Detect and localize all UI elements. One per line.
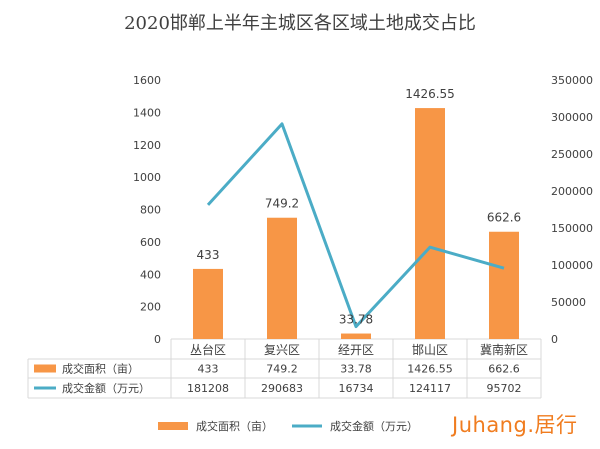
category-label: 丛台区	[190, 342, 226, 357]
area-bars	[193, 108, 519, 340]
left-tick-label: 400	[140, 268, 161, 281]
left-tick-label: 1400	[133, 106, 161, 119]
bar-value-label: 749.2	[265, 197, 299, 211]
bar-value-label: 662.6	[487, 211, 521, 225]
bar-data-labels: 433 749.2 33.78 1426.55 662.6	[197, 87, 522, 326]
table-cell: 124117	[409, 382, 451, 395]
area-bar	[193, 268, 223, 339]
right-tick-label: 300000	[551, 111, 593, 124]
legend: 成交面积（亩） 成交金额（万元）	[158, 419, 418, 433]
area-bar	[267, 217, 297, 339]
left-axis: 0 200 400 600 800 1000 1200 1400 1600	[133, 74, 161, 346]
category-label: 经开区	[338, 343, 374, 357]
table-series-name: 成交金额（万元）	[62, 381, 150, 395]
area-bar	[415, 108, 445, 340]
bar-value-label: 1426.55	[405, 87, 455, 101]
left-tick-label: 0	[154, 333, 161, 346]
table-cell: 662.6	[488, 363, 520, 376]
category-label: 邯山区	[412, 342, 448, 357]
watermark-text: Juhang.居行	[450, 413, 578, 437]
table-cell: 290683	[261, 382, 303, 395]
area-bar	[489, 231, 519, 339]
category-label: 冀南新区	[480, 342, 528, 357]
watermark: Juhang.居行	[450, 413, 578, 437]
left-tick-label: 1200	[133, 139, 161, 152]
legend-key-area	[158, 422, 188, 430]
table-cell: 33.78	[340, 363, 372, 376]
table-cell: 749.2	[266, 363, 298, 376]
table-cell: 16734	[339, 382, 374, 395]
category-label: 复兴区	[264, 343, 300, 357]
right-tick-label: 150000	[551, 222, 593, 235]
legend-label-area: 成交面积（亩）	[196, 419, 273, 433]
right-tick-label: 200000	[551, 185, 593, 198]
chart-title: 2020邯郸上半年主城区各区域土地成交占比	[124, 13, 476, 34]
table-series-name: 成交面积（亩）	[62, 362, 139, 376]
amount-line	[206, 122, 505, 329]
left-tick-label: 200	[140, 301, 161, 314]
left-tick-label: 1600	[133, 74, 161, 87]
right-tick-label: 0	[551, 333, 558, 346]
right-tick-label: 250000	[551, 148, 593, 161]
left-tick-label: 1000	[133, 171, 161, 184]
table-cell: 433	[198, 363, 219, 376]
area-bar	[341, 333, 371, 339]
bar-value-label: 33.78	[339, 313, 373, 327]
right-tick-label: 350000	[551, 74, 593, 87]
table-legend-key	[34, 364, 56, 373]
table-cell: 95702	[487, 382, 522, 395]
right-tick-label: 100000	[551, 259, 593, 272]
legend-label-amount: 成交金额（万元）	[330, 419, 418, 433]
bar-value-label: 433	[197, 248, 220, 262]
left-tick-label: 800	[140, 204, 161, 217]
table-cell: 181208	[187, 382, 229, 395]
left-tick-label: 600	[140, 236, 161, 249]
right-tick-label: 50000	[551, 296, 586, 309]
table-cell: 1426.55	[407, 363, 453, 376]
right-axis: 0 50000 100000 150000 200000 250000 300000 3500…	[551, 74, 593, 346]
